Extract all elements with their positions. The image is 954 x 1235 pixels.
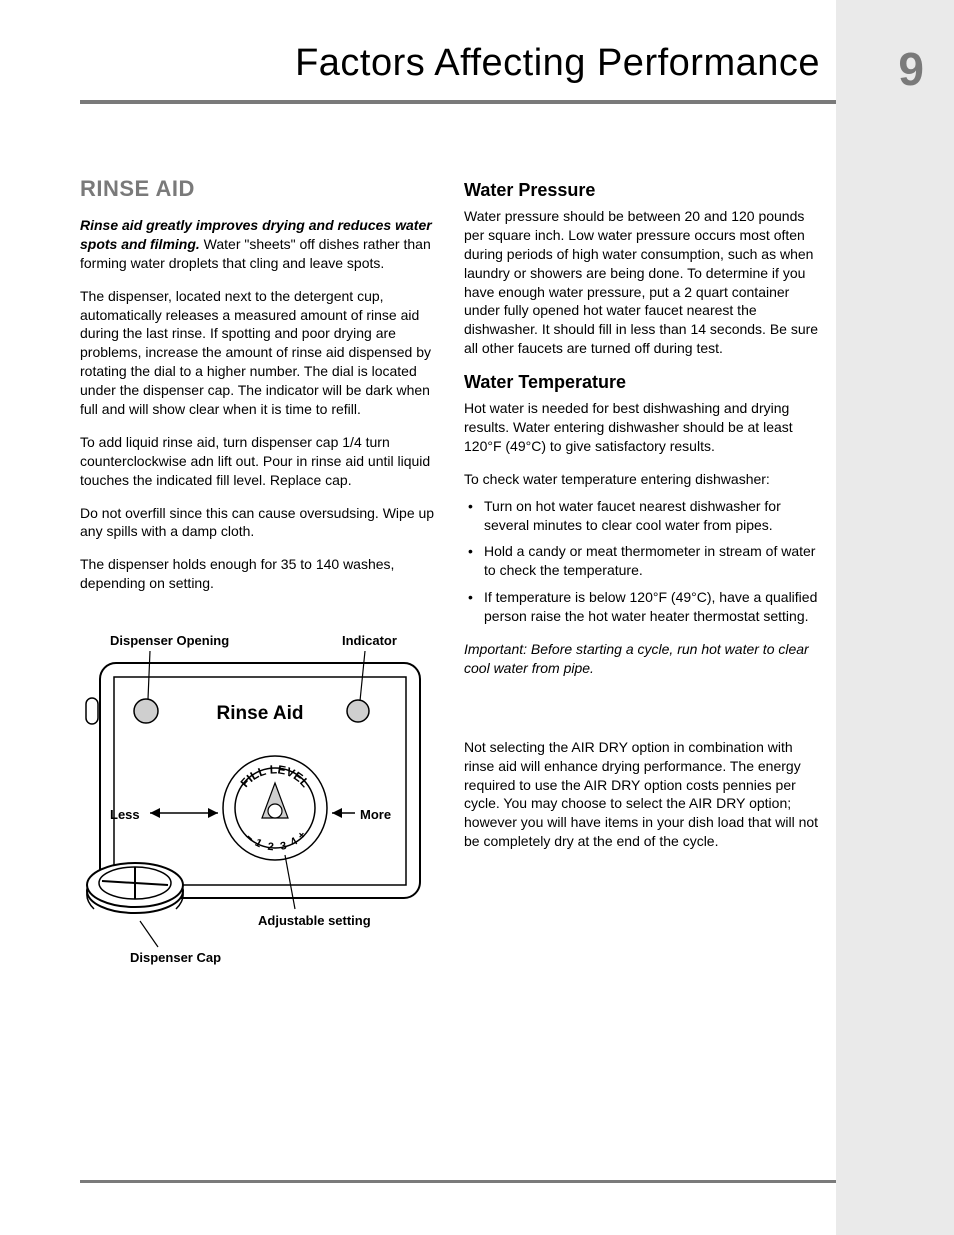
left-column: RINSE AID Rinse aid greatly improves dry… [80, 176, 436, 973]
right-column: Water Pressure Water pressure should be … [464, 176, 820, 973]
label-more: More [360, 807, 391, 822]
water-temperature-bullets: Turn on hot water faucet nearest dishwas… [464, 497, 820, 626]
page-number: 9 [898, 42, 924, 96]
rinse-aid-p2: The dispenser, located next to the deter… [80, 287, 436, 419]
rinse-aid-p4: Do not overfill since this can cause ove… [80, 504, 436, 542]
air-dry-paragraph: Not selecting the AIR DRY option in comb… [464, 738, 820, 851]
page-title: Factors Affecting Performance [80, 42, 820, 85]
label-dispenser-cap: Dispenser Cap [130, 950, 221, 965]
label-dispenser-opening: Dispenser Opening [110, 633, 229, 648]
wt-bullet-2: Hold a candy or meat thermometer in stre… [464, 542, 820, 580]
rinse-aid-p5: The dispenser holds enough for 35 to 140… [80, 555, 436, 593]
rinse-aid-p1: Rinse aid greatly improves drying and re… [80, 216, 436, 273]
content-columns: RINSE AID Rinse aid greatly improves dry… [80, 176, 820, 973]
water-temperature-heading: Water Temperature [464, 372, 820, 393]
label-less: Less [110, 807, 140, 822]
rinse-aid-diagram: Dispenser Opening Indicator Less More Ad… [80, 633, 436, 973]
water-temperature-p2: To check water temperature entering dish… [464, 470, 820, 489]
wt-bullet-3: If temperature is below 120°F (49°C), ha… [464, 588, 820, 626]
dispenser-cap-icon [87, 863, 183, 913]
label-indicator: Indicator [342, 633, 397, 648]
diagram-title-text: Rinse Aid [217, 703, 304, 724]
title-rule [80, 100, 836, 104]
wt-bullet-1: Turn on hot water faucet nearest dishwas… [464, 497, 820, 535]
label-adjustable: Adjustable setting [258, 913, 371, 928]
rinse-aid-heading: RINSE AID [80, 176, 436, 202]
footer-rule [80, 1180, 836, 1183]
water-pressure-heading: Water Pressure [464, 180, 820, 201]
water-temperature-p1: Hot water is needed for best dishwashing… [464, 399, 820, 456]
rinse-aid-p3: To add liquid rinse aid, turn dispenser … [80, 433, 436, 490]
water-pressure-body: Water pressure should be between 20 and … [464, 207, 820, 358]
water-temperature-note: Important: Before starting a cycle, run … [464, 640, 820, 678]
page-number-sidebar: 9 [836, 0, 954, 1235]
